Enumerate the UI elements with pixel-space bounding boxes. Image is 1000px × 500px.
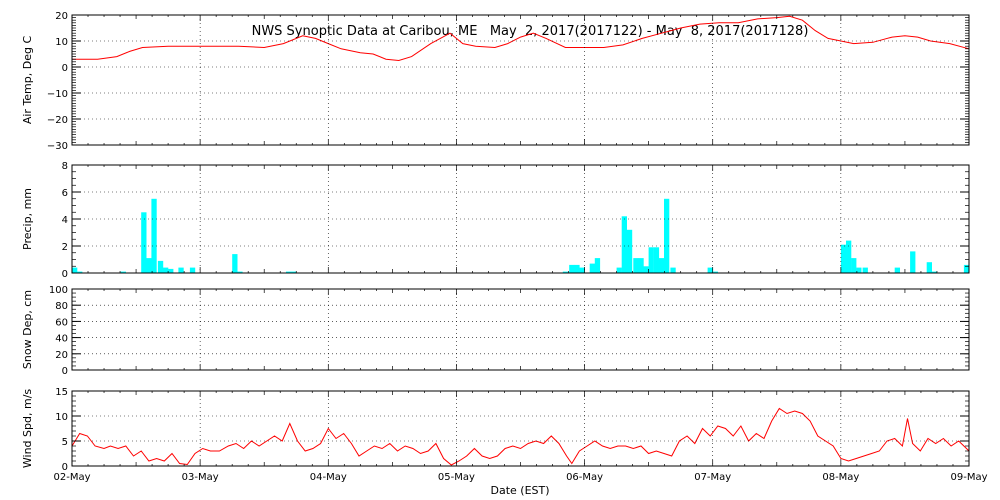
precip-bar-16 <box>569 264 575 273</box>
precip-bar-21 <box>616 267 622 273</box>
precip-bar-38 <box>862 267 868 273</box>
wind-series-line <box>71 407 970 466</box>
wind-y-axis-title: Wind Spd, m/s <box>21 389 34 469</box>
wind-frame <box>71 390 970 467</box>
precip-y-tick-label-1: 2 <box>62 242 68 253</box>
x-tick-label-2: 04-May <box>310 472 347 483</box>
precip-y-tick-label-2: 4 <box>62 215 68 226</box>
snow-y-tick-label-0: 0 <box>62 366 68 377</box>
precip-y-axis-title: Precip, mm <box>21 188 34 250</box>
wind-y-tick-label-3: 15 <box>55 387 68 398</box>
panel-wind: 0 5 10 15 Wind Spd, m/s <box>21 387 970 473</box>
temp-y-tick-label-5: 20 <box>55 11 68 22</box>
precip-bar-6 <box>157 260 164 273</box>
temp-y-tick-label-0: −30 <box>47 141 68 152</box>
precip-bar-5 <box>151 198 157 274</box>
chart-title: NWS Synoptic Data at Caribou, ME May 2, … <box>252 24 809 39</box>
x-tick-label-4: 06-May <box>566 472 603 483</box>
precip-bar-25 <box>638 258 644 273</box>
panels-group: −30 −20 −10 0 10 20 Air Temp, Deg C 0 2 4 6 8 Precip… <box>21 11 970 473</box>
x-tick-label-0: 02-May <box>53 472 90 483</box>
precip-bar-20 <box>594 258 601 273</box>
precip-y-tick-label-4: 8 <box>62 161 68 172</box>
precip-bar-27 <box>648 247 654 273</box>
temp-y-tick-label-3: 0 <box>62 63 68 74</box>
precip-bar-9 <box>178 267 184 273</box>
precip-bar-34 <box>840 244 847 273</box>
precip-bar-29 <box>658 258 665 273</box>
precip-bar-24 <box>633 258 639 273</box>
precip-bar-33 <box>712 271 718 273</box>
precip-bar-32 <box>707 267 713 273</box>
precip-bar-40 <box>910 251 916 273</box>
precip-bar-19 <box>589 263 595 273</box>
wind-y-tick-label-0: 0 <box>62 462 68 473</box>
snow-frame <box>71 288 970 371</box>
precip-bar-31 <box>670 267 676 273</box>
precip-y-tick-label-3: 6 <box>62 188 68 199</box>
x-tick-label-6: 08-May <box>822 472 859 483</box>
precip-bar-13 <box>286 271 292 273</box>
precip-bar-22 <box>621 216 627 273</box>
precip-bar-11 <box>232 254 238 273</box>
precip-bar-28 <box>653 247 660 273</box>
snow-y-tick-label-2: 40 <box>55 334 68 345</box>
precip-bar-14 <box>291 271 297 273</box>
snow-y-tick-label-1: 20 <box>55 350 68 361</box>
panel-snow: 0 20 40 60 80 100 Snow Dep, cm <box>21 285 970 377</box>
precip-bar-17 <box>574 264 580 273</box>
snow-y-axis-title: Snow Dep, cm <box>21 290 34 369</box>
precip-bar-8 <box>168 268 174 273</box>
precip-bar-35 <box>846 240 852 273</box>
temp-y-tick-label-2: −10 <box>47 89 68 100</box>
x-tick-label-5: 07-May <box>694 472 731 483</box>
precip-bar-43 <box>963 264 970 273</box>
wind-y-tick-label-1: 5 <box>62 437 68 448</box>
x-tick-label-3: 05-May <box>438 472 475 483</box>
temp-series-line <box>72 15 970 62</box>
precip-bar-2 <box>120 271 126 273</box>
precip-bar-41 <box>926 262 932 273</box>
x-tick-label-1: 03-May <box>182 472 219 483</box>
temp-y-axis-title: Air Temp, Deg C <box>21 36 34 125</box>
snow-y-tick-label-5: 100 <box>49 285 68 296</box>
precip-bar-1 <box>77 271 83 273</box>
panel-precip: 0 2 4 6 8 Precip, mm <box>21 161 970 280</box>
panel-temp: −30 −20 −10 0 10 20 Air Temp, Deg C <box>21 11 970 152</box>
precip-bar-39 <box>894 267 900 273</box>
precip-bar-42 <box>931 271 938 273</box>
precip-bar-7 <box>163 267 169 273</box>
precip-bar-0 <box>72 267 78 273</box>
precip-bar-15 <box>562 271 569 273</box>
precip-bar-3 <box>141 212 147 274</box>
wind-y-tick-label-2: 10 <box>55 412 68 423</box>
temp-y-tick-label-1: −20 <box>47 115 68 126</box>
precip-bar-18 <box>579 267 585 273</box>
x-tick-label-7: 09-May <box>950 472 987 483</box>
precip-bar-4 <box>146 258 152 273</box>
precip-y-tick-label-0: 0 <box>62 269 68 280</box>
precip-bar-10 <box>189 267 196 273</box>
snow-y-tick-label-3: 60 <box>55 317 68 328</box>
x-axis-title: Date (EST) <box>490 484 549 497</box>
temp-y-tick-label-4: 10 <box>55 37 68 48</box>
precip-bar-23 <box>626 229 633 273</box>
x-axis-tick-labels: 02-May 03-May 04-May 05-May 06-May 07-May 08-M… <box>53 472 987 483</box>
snow-y-tick-label-4: 80 <box>55 301 68 312</box>
precip-bar-36 <box>851 258 857 273</box>
precip-bar-30 <box>664 198 670 274</box>
precip-bar-12 <box>237 271 243 273</box>
precip-bar-26 <box>643 266 649 274</box>
precip-bar-37 <box>856 267 862 273</box>
